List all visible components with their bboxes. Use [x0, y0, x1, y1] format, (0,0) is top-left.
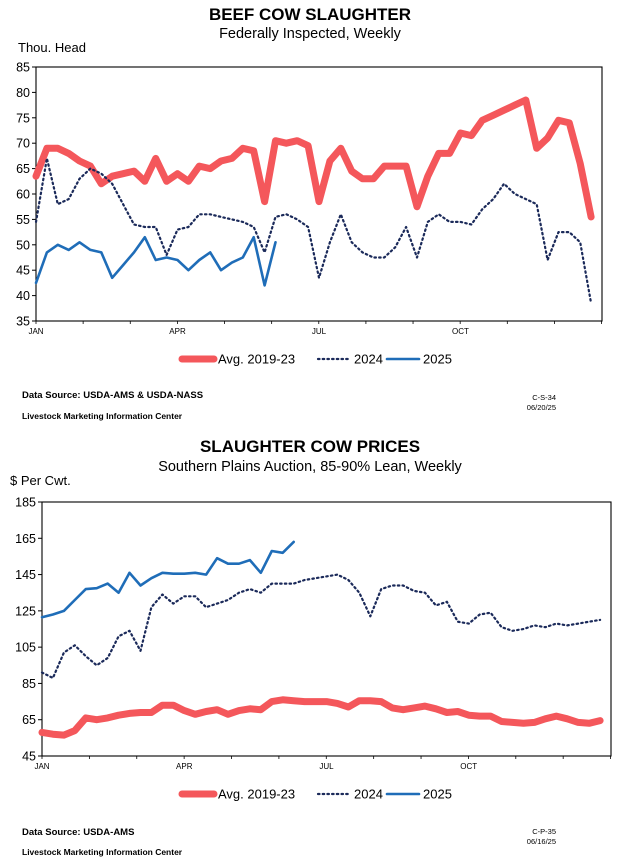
chart1-code-block: C-S-34 06/20/25	[476, 393, 556, 413]
chart2-y-tick-label: 65	[22, 713, 36, 727]
chart2-y-tick-label: 45	[22, 750, 36, 764]
chart1-title: BEEF COW SLAUGHTER	[208, 5, 412, 24]
chart1-data-source: Data Source: USDA-AMS & USDA-NASS	[22, 390, 204, 401]
chart2-y-axis-label: $ Per Cwt.	[10, 473, 71, 488]
chart2-legend-label-2024: 2024	[354, 787, 383, 802]
chart2-code: C-P-35	[532, 827, 556, 836]
chart1-y-tick-label: 80	[16, 86, 30, 100]
chart1-series-2025-line	[34, 235, 277, 287]
chart2-subtitle: Southern Plains Auction, 85-90% Lean, We…	[158, 459, 462, 475]
chart2-y-tick-label: 145	[15, 568, 36, 582]
chart2-data-source: Data Source: USDA-AMS	[22, 827, 135, 838]
chart2-center: Livestock Marketing Information Center	[22, 847, 183, 857]
chart2-x-tick-label: APR	[176, 762, 193, 771]
chart1-x-tick-label: OCT	[452, 327, 469, 336]
chart2-y-tick-label: 125	[15, 604, 36, 618]
chart1-legend-label-2025: 2025	[423, 352, 452, 367]
chart1-x-tick-label: APR	[169, 327, 186, 336]
chart1-y-tick-label: 45	[16, 264, 30, 278]
chart2-x-tick-label: JUL	[319, 762, 334, 771]
chart2-y-tick-label: 105	[15, 641, 36, 655]
chart2-title: SLAUGHTER COW PRICES	[199, 437, 421, 456]
chart1-y-tick-label: 35	[16, 315, 30, 329]
chart2-plot: 45 65 85 105 125 145 165 185 JAN APR JUL OCT Avg. 20…	[15, 496, 612, 802]
chart1-y-tick-label: 85	[16, 61, 30, 75]
chart2-code-block: C-P-35 06/16/25	[476, 827, 556, 847]
chart1-y-tick-label: 60	[16, 188, 30, 202]
chart2-y-tick-label: 165	[15, 532, 36, 546]
chart2-legend-label-2025: 2025	[423, 787, 452, 802]
chart1-series-avg-2019-23-line	[32, 96, 595, 221]
chart1-y-tick-label: 50	[16, 238, 30, 252]
chart1-x-tick-label: JAN	[28, 327, 43, 336]
chart2-series-2025-line	[40, 540, 296, 619]
chart1-legend-label-2024: 2024	[354, 352, 383, 367]
chart2-x-tick-label: OCT	[460, 762, 477, 771]
chart1-date: 06/20/25	[526, 403, 556, 412]
chart1-legend-label-avg: Avg. 2019-23	[218, 352, 295, 367]
chart1-series-2024-line	[34, 157, 593, 305]
chart2-y-tick-label: 85	[22, 677, 36, 691]
chart1-y-tick-label: 40	[16, 289, 30, 303]
chart2-x-tick-label: JAN	[34, 762, 49, 771]
chart1-subtitle: Federally Inspected, Weekly	[219, 26, 401, 42]
chart1-y-tick-label: 70	[16, 137, 30, 151]
chart2-date: 06/16/25	[526, 837, 556, 846]
chart2-series-2024-line	[40, 573, 602, 680]
chart1-x-tick-label: JUL	[312, 327, 327, 336]
chart2-y-tick-label: 185	[15, 496, 36, 510]
chart2-plot-frame	[41, 501, 612, 757]
chart1-y-axis-label: Thou. Head	[18, 40, 86, 55]
chart1-y-tick-label: 65	[16, 162, 30, 176]
chart2-series-avg-2019-23-line	[38, 696, 604, 739]
chart1-y-tick-label: 75	[16, 111, 30, 125]
chart1-y-tick-label: 55	[16, 213, 30, 227]
chart1-plot: 35 40 45 50 55 60 65 70 75 80 85 JAN APR JUL OCT Avg. 2…	[16, 61, 603, 367]
chart1-code: C-S-34	[532, 393, 556, 402]
chart1-center: Livestock Marketing Information Center	[22, 411, 183, 421]
chart2-legend-label-avg: Avg. 2019-23	[218, 787, 295, 802]
